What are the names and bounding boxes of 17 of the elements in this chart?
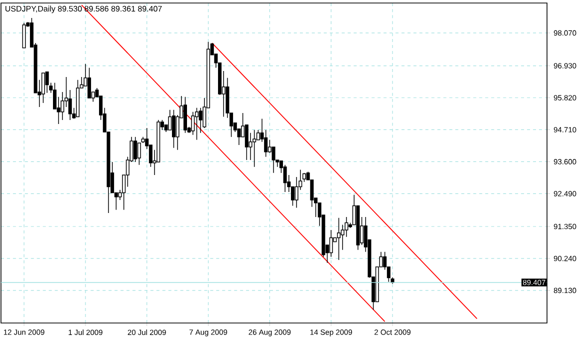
candlestick (195, 107, 199, 140)
candlestick (88, 67, 92, 98)
candlestick (198, 107, 202, 134)
candlestick (45, 71, 49, 94)
candlestick (172, 109, 176, 148)
candlestick (283, 164, 287, 192)
candlestick (329, 230, 333, 258)
candlestick (272, 146, 276, 174)
candlestick (191, 111, 195, 136)
candlestick (252, 130, 256, 168)
candlestick (60, 92, 64, 120)
candlestick (134, 136, 138, 162)
candlestick (68, 90, 72, 120)
candlestick (41, 72, 45, 104)
candlestick (244, 124, 248, 160)
candlestick (337, 217, 341, 260)
candlestick (22, 22, 26, 48)
